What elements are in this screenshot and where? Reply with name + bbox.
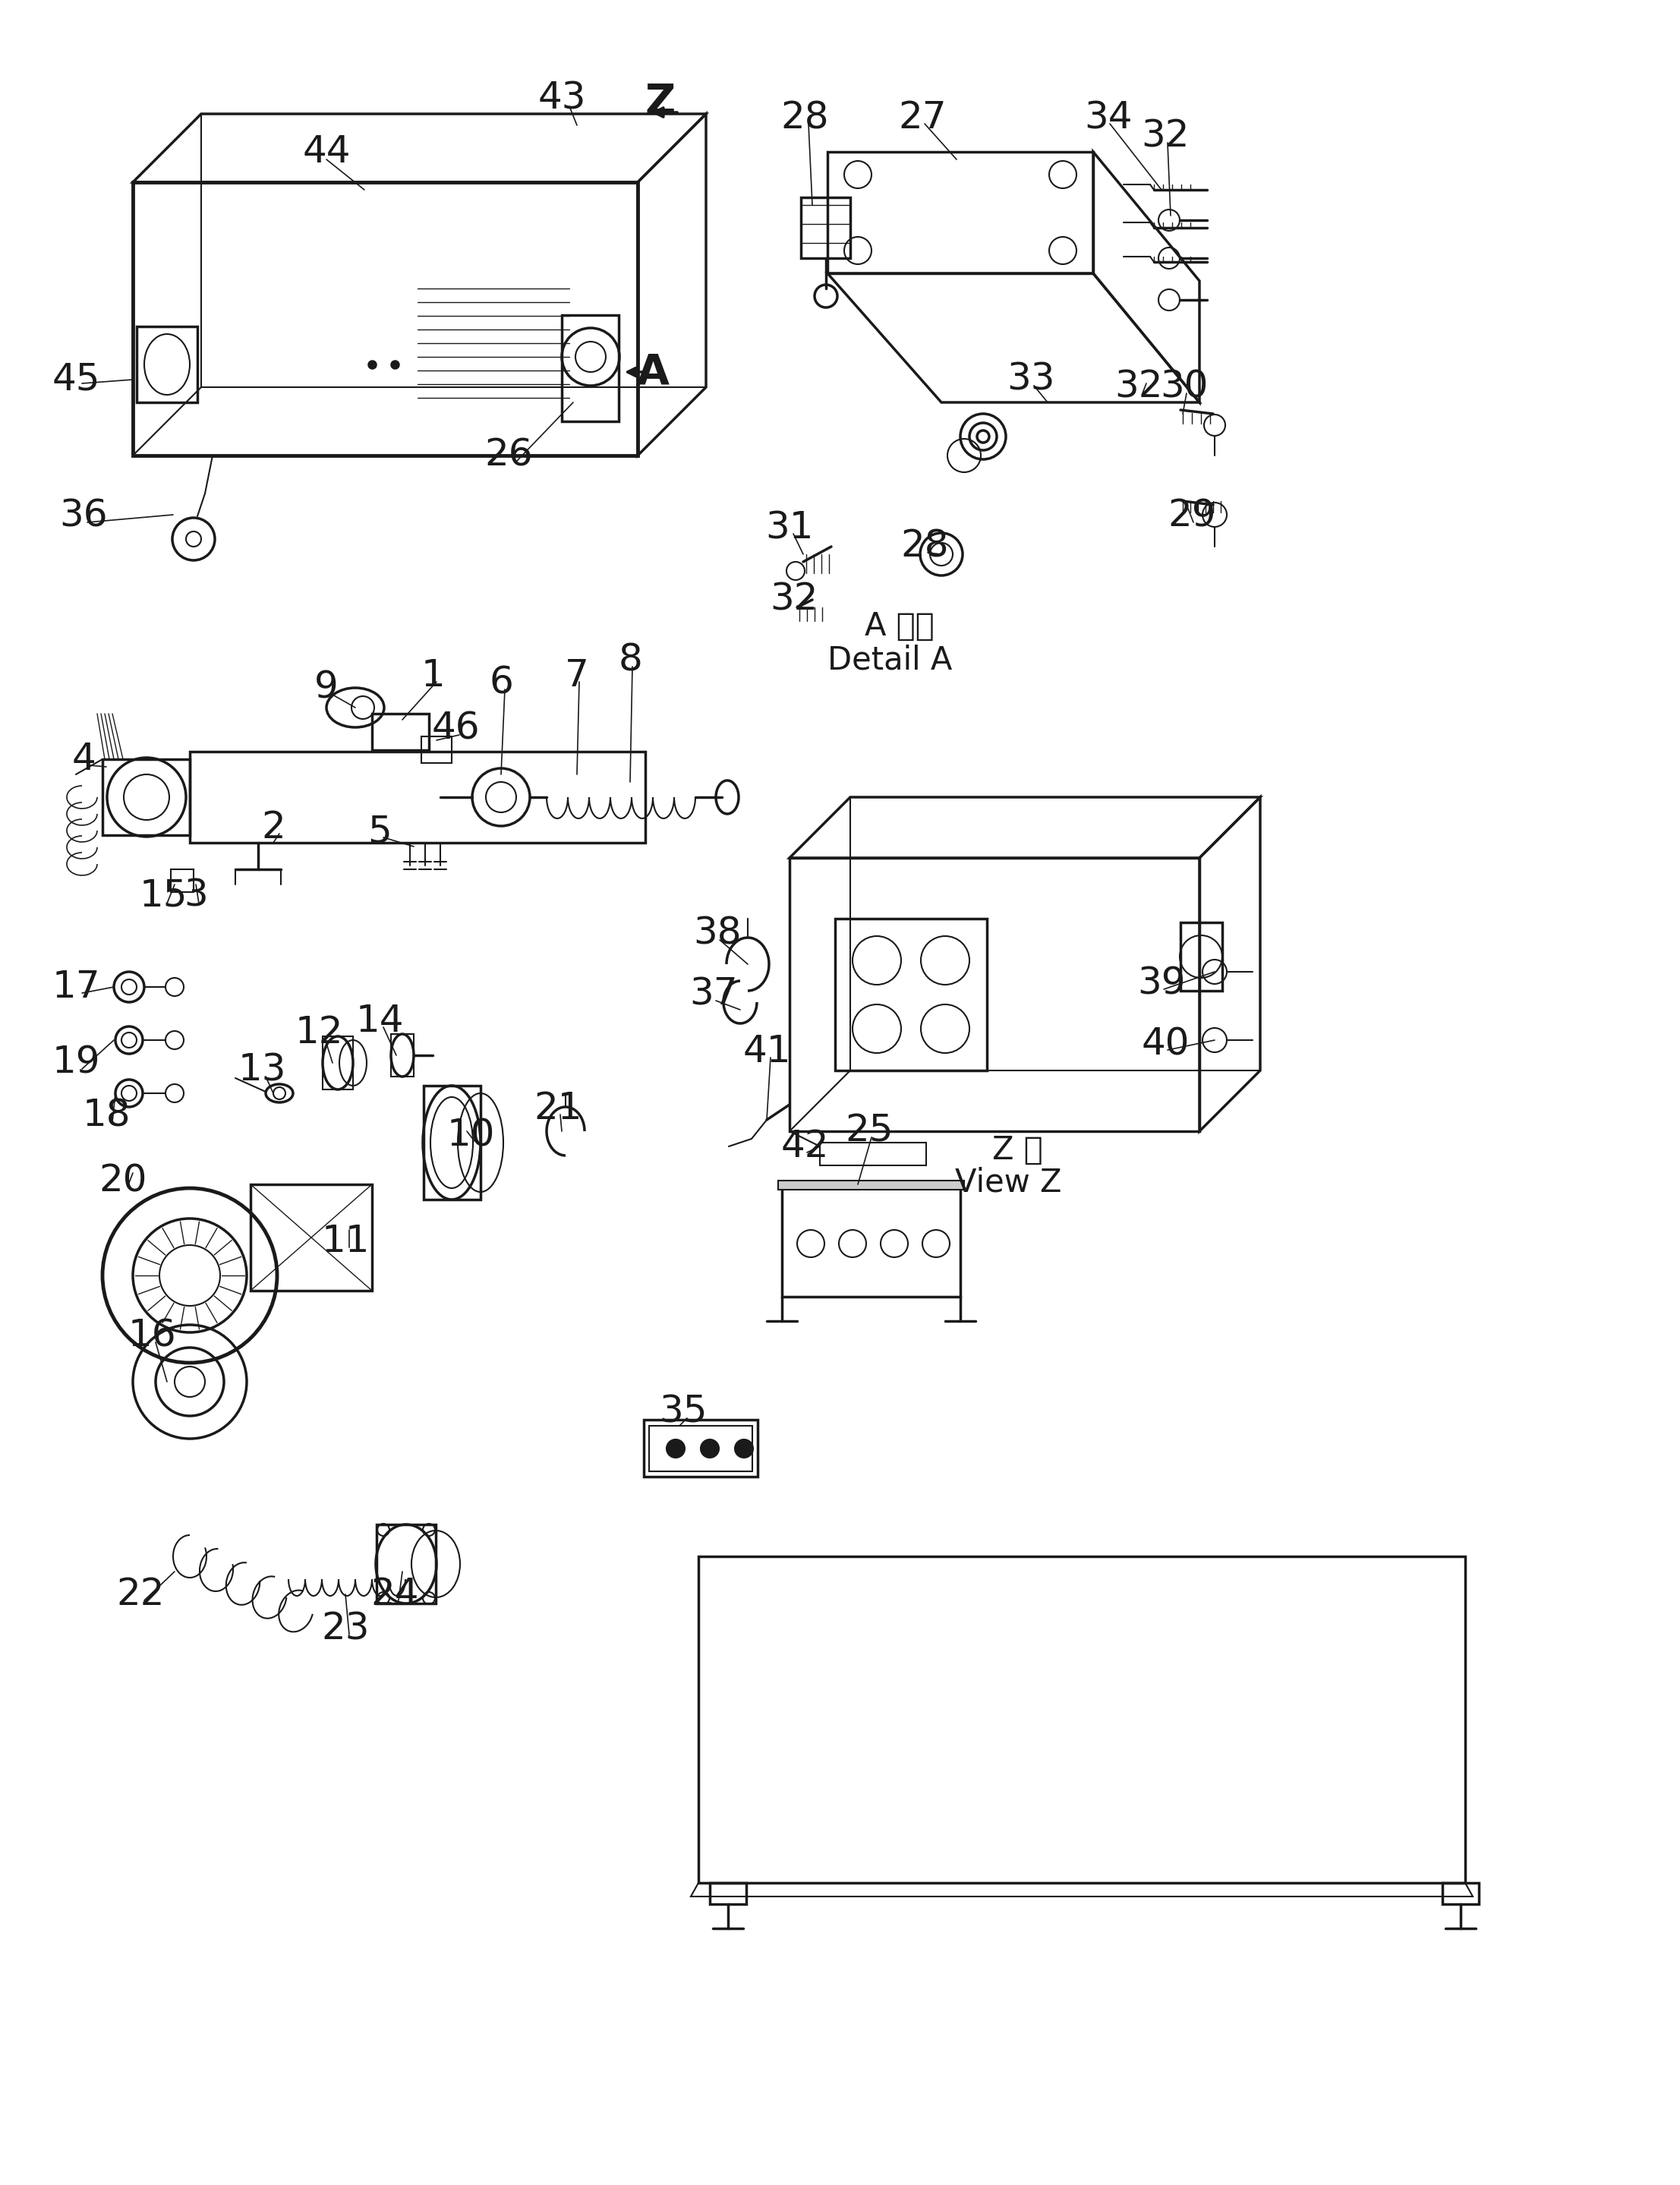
Text: 21: 21 <box>534 1090 581 1127</box>
Text: 19: 19 <box>52 1044 101 1082</box>
Text: 39: 39 <box>1137 966 1186 1001</box>
Bar <box>391 1034 413 1077</box>
Text: 28: 28 <box>900 529 949 566</box>
Text: 24: 24 <box>371 1575 418 1613</box>
Bar <box>250 1184 371 1291</box>
Bar <box>422 736 452 763</box>
Bar <box>778 1180 964 1189</box>
Text: 28: 28 <box>781 101 828 135</box>
Bar <box>790 859 1200 1132</box>
Circle shape <box>667 1440 685 1457</box>
Text: 25: 25 <box>845 1112 894 1149</box>
Text: 14: 14 <box>356 1003 403 1040</box>
Text: 35: 35 <box>659 1394 707 1431</box>
Text: 11: 11 <box>321 1224 370 1259</box>
Text: 44: 44 <box>302 133 351 170</box>
Text: 43: 43 <box>538 81 586 118</box>
Bar <box>711 1883 746 1903</box>
Text: A 詳細: A 詳細 <box>865 610 934 642</box>
Text: 23: 23 <box>321 1610 370 1647</box>
Text: Detail A: Detail A <box>827 645 953 677</box>
Bar <box>561 315 618 422</box>
Text: 36: 36 <box>59 498 108 535</box>
Text: 12: 12 <box>294 1014 343 1051</box>
Text: 34: 34 <box>1084 101 1132 135</box>
Text: 20: 20 <box>99 1162 148 1200</box>
Text: 41: 41 <box>743 1034 791 1071</box>
Text: 37: 37 <box>689 977 738 1014</box>
Text: 29: 29 <box>1168 498 1216 535</box>
Text: 3: 3 <box>183 878 208 913</box>
Text: 30: 30 <box>1161 369 1208 406</box>
Bar <box>835 918 986 1071</box>
Bar <box>136 326 197 402</box>
Bar <box>376 1525 435 1604</box>
Text: 42: 42 <box>781 1127 828 1165</box>
Bar <box>323 1036 353 1090</box>
Text: 8: 8 <box>618 642 642 680</box>
Circle shape <box>734 1440 753 1457</box>
Text: 7: 7 <box>564 658 590 695</box>
Circle shape <box>701 1440 719 1457</box>
Text: 22: 22 <box>116 1575 165 1613</box>
Bar <box>820 1143 926 1165</box>
Bar <box>1443 1883 1478 1903</box>
Bar <box>801 197 850 258</box>
Bar <box>1181 922 1223 990</box>
Text: 17: 17 <box>52 968 101 1005</box>
Text: 13: 13 <box>239 1053 286 1088</box>
Text: 26: 26 <box>484 437 533 474</box>
Text: A: A <box>637 352 669 393</box>
Bar <box>781 1184 961 1296</box>
Bar <box>190 752 645 843</box>
Text: 18: 18 <box>82 1097 131 1134</box>
Text: 16: 16 <box>128 1318 176 1355</box>
Text: 45: 45 <box>52 361 101 398</box>
Text: 6: 6 <box>489 664 512 701</box>
Text: 4: 4 <box>72 741 96 778</box>
Text: 32: 32 <box>769 581 818 618</box>
Text: 46: 46 <box>432 710 480 747</box>
Text: 32: 32 <box>1114 369 1163 406</box>
Bar <box>102 758 190 835</box>
Text: 5: 5 <box>368 813 391 850</box>
Bar <box>781 1184 961 1296</box>
Text: 9: 9 <box>314 669 338 706</box>
Text: 15: 15 <box>139 878 188 913</box>
Text: 32: 32 <box>1141 118 1189 155</box>
Text: Z 視: Z 視 <box>991 1134 1043 1167</box>
Bar <box>648 1427 753 1471</box>
Bar <box>643 1420 758 1477</box>
Text: 2: 2 <box>262 808 286 846</box>
Bar <box>699 1556 1465 1883</box>
Text: 27: 27 <box>899 101 946 135</box>
Bar <box>171 870 193 891</box>
Text: Z: Z <box>645 83 675 122</box>
Text: 10: 10 <box>447 1117 496 1154</box>
Text: 40: 40 <box>1141 1025 1189 1062</box>
Text: 1: 1 <box>420 658 445 695</box>
Text: 33: 33 <box>1006 361 1055 398</box>
Bar <box>371 714 428 749</box>
Text: 38: 38 <box>694 916 741 953</box>
Text: 31: 31 <box>766 509 813 546</box>
Bar <box>423 1086 480 1200</box>
Text: View Z: View Z <box>954 1167 1062 1200</box>
